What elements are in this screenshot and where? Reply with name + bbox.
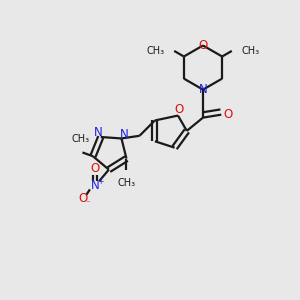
Text: O: O [198, 39, 208, 52]
Text: O: O [175, 103, 184, 116]
Text: CH₃: CH₃ [72, 134, 90, 144]
Text: O: O [78, 192, 88, 205]
Text: ⁻: ⁻ [86, 199, 91, 208]
Text: CH₃: CH₃ [242, 46, 260, 56]
Text: N: N [91, 179, 100, 192]
Text: CH₃: CH₃ [117, 178, 136, 188]
Text: O: O [91, 162, 100, 175]
Text: O: O [223, 108, 232, 121]
Text: N: N [94, 126, 103, 139]
Text: CH₃: CH₃ [146, 46, 164, 56]
Text: N: N [199, 83, 207, 96]
Text: +: + [97, 177, 103, 186]
Text: N: N [120, 128, 129, 141]
